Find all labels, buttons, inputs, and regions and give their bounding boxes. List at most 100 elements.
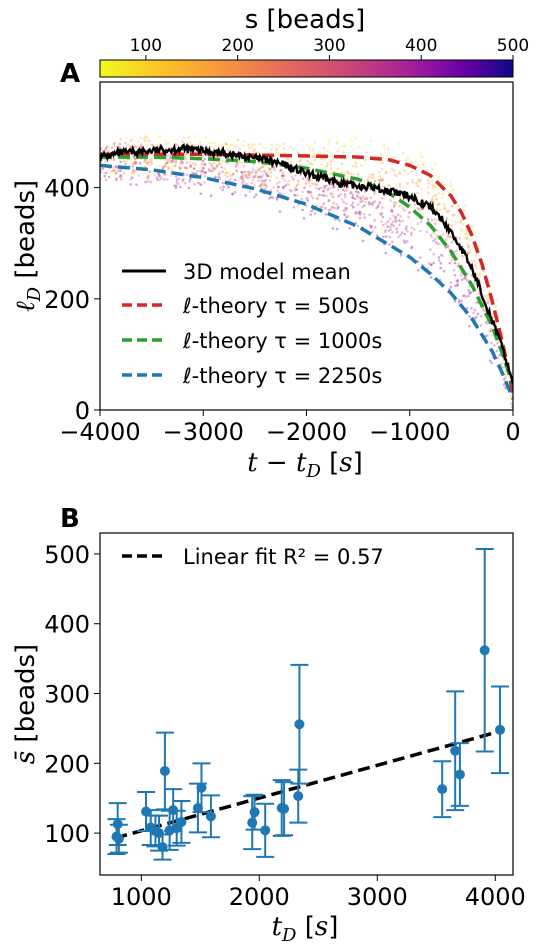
sample-point	[199, 170, 202, 173]
sample-point	[430, 178, 434, 182]
sample-point	[106, 149, 109, 153]
sample-point	[162, 165, 165, 169]
sample-point	[182, 178, 185, 181]
sample-point	[466, 242, 469, 246]
sample-point	[417, 207, 421, 211]
sample-point	[389, 225, 392, 229]
x-tick-label: 2000	[229, 883, 290, 911]
sample-point	[244, 194, 248, 197]
sample-point	[251, 146, 254, 149]
sample-point	[234, 165, 238, 168]
data-point	[289, 768, 308, 824]
sample-point	[344, 209, 347, 212]
theory-tau-500-line	[100, 152, 513, 394]
sample-point	[352, 205, 355, 209]
sample-point	[166, 158, 170, 162]
sample-point	[268, 179, 272, 183]
sample-point	[336, 141, 339, 144]
sample-point	[330, 153, 334, 157]
sample-point	[477, 292, 481, 296]
sample-point	[306, 199, 310, 202]
sample-point	[481, 308, 485, 311]
sample-point	[465, 275, 468, 279]
sample-point	[384, 251, 388, 255]
sample-point	[382, 235, 385, 238]
sample-point	[437, 259, 441, 262]
sample-point	[490, 361, 494, 365]
sample-point	[367, 187, 371, 190]
sample-point	[343, 195, 347, 199]
y-tick-label: 500	[44, 541, 90, 569]
sample-point	[430, 197, 434, 201]
sample-point	[326, 149, 330, 153]
sample-point	[199, 192, 203, 196]
sample-point	[427, 262, 431, 265]
sample-point	[450, 204, 454, 208]
sample-point	[385, 155, 389, 159]
sample-point	[189, 165, 192, 168]
sample-point	[365, 151, 368, 154]
sample-point	[281, 177, 285, 180]
sample-point	[431, 183, 434, 187]
data-point	[155, 731, 174, 811]
sample-point	[173, 164, 177, 167]
sample-point	[257, 179, 260, 182]
sample-point	[391, 240, 394, 244]
sample-point	[277, 185, 280, 189]
sample-point	[264, 184, 268, 187]
sample-point	[231, 192, 234, 196]
sample-point	[335, 142, 338, 145]
sample-point	[486, 322, 489, 325]
sample-point	[431, 168, 434, 172]
sample-point	[127, 143, 130, 147]
sample-point	[413, 203, 417, 206]
sample-point	[210, 169, 213, 173]
sample-point	[406, 240, 409, 243]
sample-point	[441, 196, 444, 199]
sample-point	[269, 171, 273, 174]
sample-point	[232, 172, 235, 176]
sample-point	[158, 174, 161, 177]
sample-point	[218, 172, 221, 176]
sample-point	[115, 171, 118, 175]
sample-point	[465, 295, 468, 298]
sample-point	[430, 218, 434, 222]
sample-point	[301, 177, 305, 180]
x-tick-label: 0	[505, 418, 520, 446]
sample-point	[313, 140, 317, 144]
sample-point	[282, 147, 286, 150]
sample-point	[495, 349, 499, 353]
sample-point	[472, 259, 476, 263]
sample-point	[320, 193, 324, 197]
panel-b-xlabel: tD [s]	[272, 912, 339, 946]
sample-point	[250, 143, 254, 147]
sample-point	[319, 206, 323, 209]
sample-point	[474, 254, 477, 257]
sample-point	[378, 178, 382, 182]
sample-point	[387, 229, 391, 233]
sample-point	[297, 180, 300, 183]
sample-point	[342, 209, 346, 212]
sample-point	[175, 181, 179, 184]
sample-point	[155, 176, 159, 179]
sample-point	[434, 185, 438, 189]
sample-point	[260, 186, 264, 190]
sample-point	[132, 172, 136, 176]
sample-point	[442, 183, 446, 187]
sample-point	[438, 202, 441, 206]
sample-point	[204, 171, 207, 175]
sample-point	[138, 161, 142, 165]
sample-point	[437, 203, 440, 206]
sample-point	[309, 190, 313, 194]
sample-point	[326, 162, 329, 165]
sample-point	[485, 293, 489, 297]
sample-point	[129, 145, 133, 149]
sample-point	[421, 162, 425, 166]
sample-point	[357, 191, 361, 195]
sample-point	[456, 205, 460, 208]
sample-point	[486, 297, 490, 301]
colorbar-ticks: 100 200 300 400 500	[130, 36, 529, 60]
sample-point	[150, 158, 153, 162]
sample-point	[114, 172, 118, 176]
sample-point	[470, 273, 473, 277]
